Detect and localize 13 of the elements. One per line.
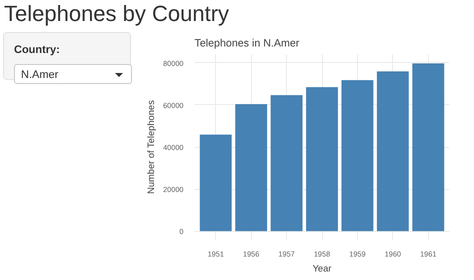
chart-subtitle: Telephones in N.Amer xyxy=(194,38,300,50)
text: Country: xyxy=(14,43,61,58)
bar xyxy=(341,80,374,232)
text: N.Amer xyxy=(14,64,132,84)
chart-title: Telephones by Country xyxy=(4,0,230,28)
x-axis-title: Year xyxy=(312,264,332,274)
bar xyxy=(306,87,338,232)
bar xyxy=(235,104,268,232)
bar xyxy=(200,134,232,232)
bar xyxy=(376,71,409,232)
bar xyxy=(412,63,444,232)
y-axis-title: Number of Telephones xyxy=(146,100,156,194)
bar xyxy=(270,95,303,232)
